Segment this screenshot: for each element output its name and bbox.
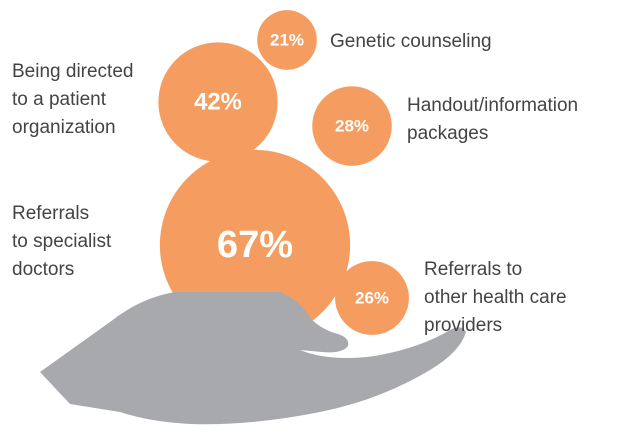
category-label: Handout/information packages [407,95,579,144]
value-label: 26% [355,289,389,308]
category-label: Referrals to other health care providers [424,259,567,336]
hand [40,292,466,425]
bubble [257,10,317,70]
value-label: 42% [194,89,242,116]
category-label: Being directed to a patient organization [12,61,134,138]
bubble [335,261,409,335]
category-label: Genetic counseling [330,31,492,52]
value-label: 67% [217,224,293,266]
value-label: 21% [270,31,304,50]
category-label: Referrals to specialist doctors [12,203,112,280]
bubble [312,86,392,166]
value-label: 28% [335,117,369,136]
bubble [158,42,278,162]
value-labels: 21% 42% 28% 67% 26% [194,31,389,308]
